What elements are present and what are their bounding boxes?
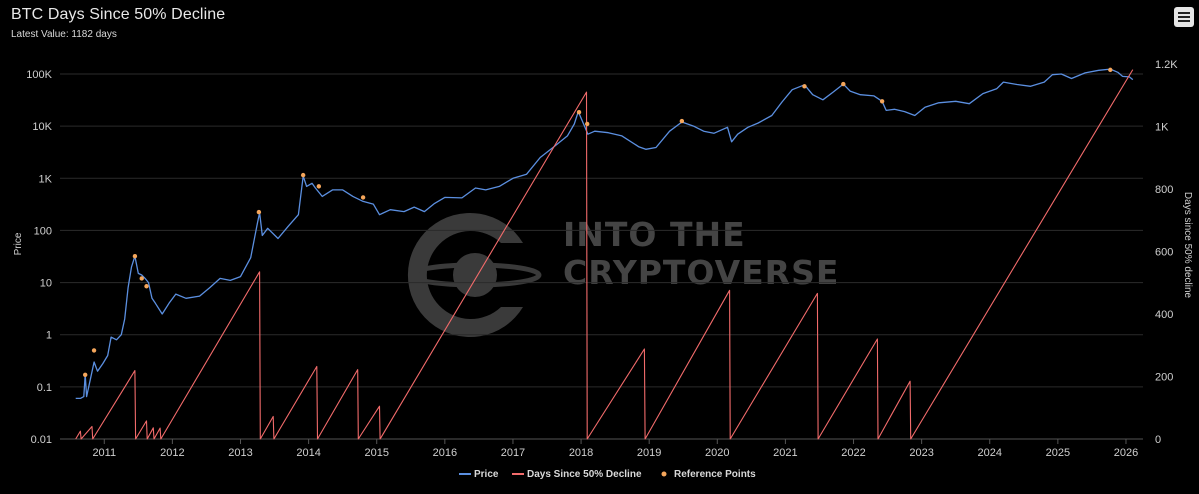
x-tick-label: 2011: [92, 447, 116, 459]
hamburger-menu-icon[interactable]: [1174, 7, 1194, 27]
y-right-tick-label: 1K: [1155, 122, 1169, 134]
reference-point: [300, 172, 306, 178]
x-tick-label: 2026: [1114, 447, 1138, 459]
legend: Price Days Since 50% Decline Reference Poi…: [459, 469, 756, 480]
reference-point: [132, 254, 138, 259]
y-left-tick-label: 100K: [26, 69, 52, 81]
menu-bar-3: [1178, 20, 1190, 22]
legend-reference-swatch: [661, 471, 667, 477]
reference-point: [584, 121, 590, 127]
series-layer: [75, 67, 1134, 440]
reference-point: [144, 284, 149, 289]
x-tick-label: 2012: [160, 447, 184, 459]
y-left-tick-label: 100: [34, 225, 52, 237]
x-tick-label: 2024: [978, 447, 1002, 459]
y-left-tick-label: 10: [40, 278, 52, 290]
reference-point: [802, 84, 807, 89]
grid-layer: [60, 73, 1143, 440]
y-right-tick-label: 1.2K: [1155, 59, 1178, 71]
y-right-tick-label: 600: [1155, 247, 1173, 259]
chart-title: BTC Days Since 50% Decline: [11, 6, 226, 23]
watermark-logo-icon: [407, 213, 542, 337]
legend-label: Price: [474, 469, 499, 480]
x-tick-label: 2023: [909, 447, 933, 459]
y-right-tick-label: 0: [1155, 434, 1161, 446]
x-tick-label: 2022: [841, 447, 865, 459]
y-right-axis-title: Days since 50% decline: [1182, 192, 1193, 299]
x-tick-label: 2013: [228, 447, 252, 459]
legend-label: Reference Points: [674, 469, 756, 480]
legend-item: Price: [459, 469, 499, 480]
reference-point: [360, 195, 366, 200]
price-line: [75, 68, 1134, 400]
x-tick-label: 2015: [364, 447, 388, 459]
x-tick-label: 2019: [637, 447, 661, 459]
reference-point: [679, 118, 685, 124]
y-right-tick-label: 400: [1155, 309, 1173, 321]
watermark: INTO THE CRYPTOVERSE: [405, 205, 838, 345]
x-tick-label: 2018: [569, 447, 593, 459]
chart-subtitle: Latest Value: 1182 days: [11, 29, 117, 40]
x-tick-label: 2014: [296, 447, 320, 459]
x-tick-label: 2021: [773, 447, 797, 459]
x-tick-label: 2025: [1046, 447, 1070, 459]
reference-point: [316, 184, 322, 189]
x-tick-label: 2017: [501, 447, 525, 459]
watermark-line-1: INTO THE: [563, 215, 746, 254]
y-right-tick-label: 200: [1155, 372, 1173, 384]
legend-item: Days Since 50% Decline: [512, 469, 642, 480]
axis-layer: 0.01 0.1 1 10 100 1K 10K 100K 0 200 400 600 800 1K 1.2…: [13, 59, 1193, 459]
reference-point: [83, 372, 88, 378]
y-left-tick-label: 10K: [32, 121, 52, 133]
y-left-axis-title: Price: [13, 232, 24, 255]
reference-point: [139, 276, 144, 281]
y-right-tick-label: 800: [1155, 184, 1173, 196]
y-left-tick-label: 0.01: [31, 434, 52, 446]
y-left-tick-label: 0.1: [37, 382, 52, 394]
legend-label: Days Since 50% Decline: [527, 469, 642, 480]
reference-point: [1108, 67, 1113, 73]
menu-bar-1: [1178, 12, 1190, 14]
reference-point: [879, 99, 885, 104]
watermark-line-2: CRYPTOVERSE: [563, 253, 840, 292]
x-tick-label: 2020: [705, 447, 729, 459]
reference-point: [91, 348, 97, 353]
menu-bar-2: [1178, 16, 1190, 18]
reference-point: [841, 81, 846, 87]
y-left-tick-label: 1K: [39, 173, 53, 185]
y-left-tick-label: 1: [46, 330, 52, 342]
x-tick-label: 2016: [433, 447, 457, 459]
legend-item: Reference Points: [661, 469, 756, 480]
days-since-decline-line: [75, 69, 1134, 440]
reference-point: [576, 110, 582, 115]
reference-point: [256, 209, 262, 215]
